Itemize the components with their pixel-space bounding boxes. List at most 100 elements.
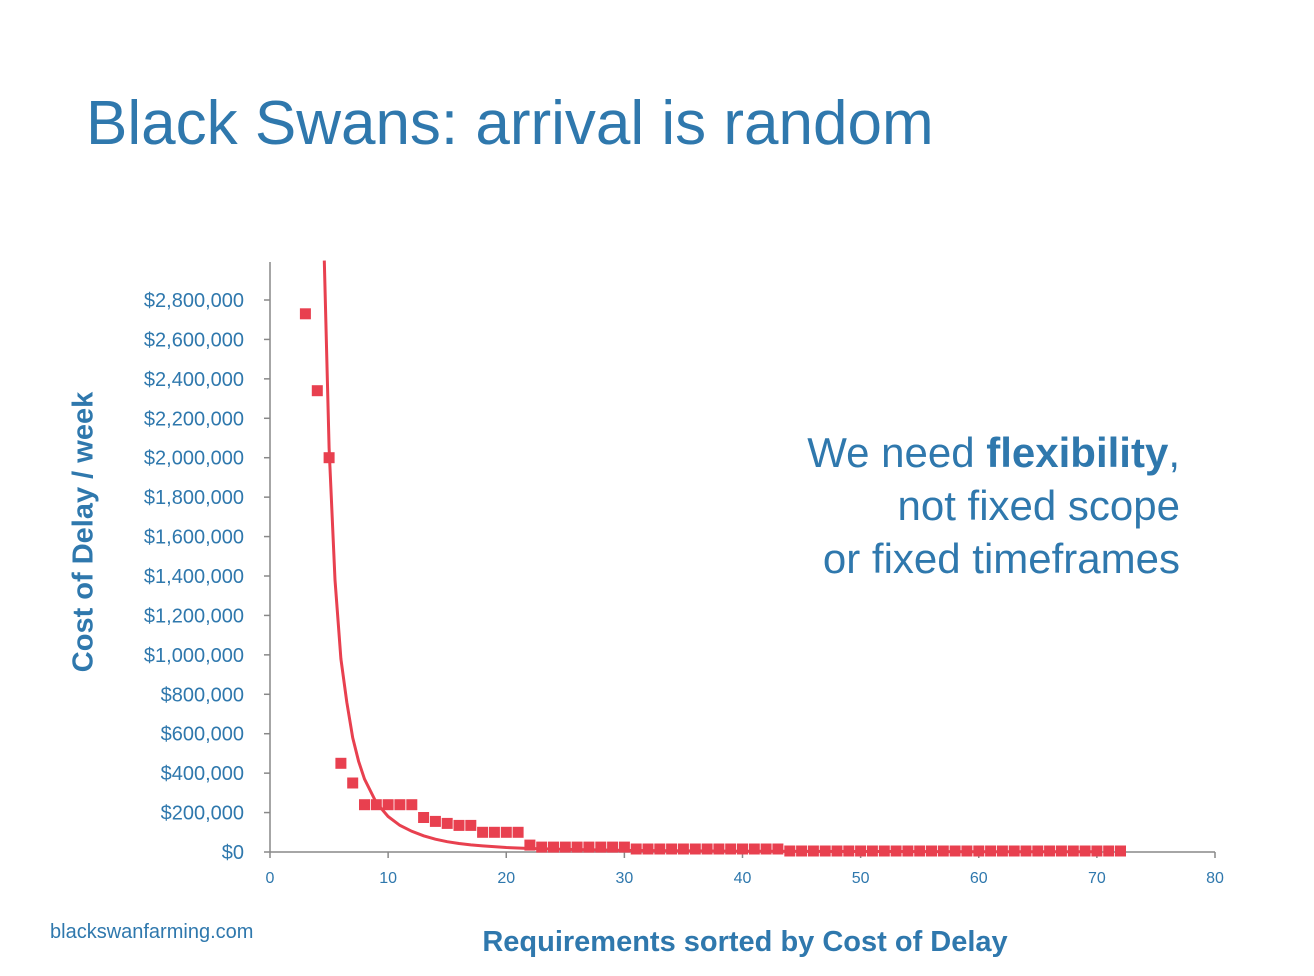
callout-line-1: We need flexibility, <box>807 426 1180 479</box>
x-axis-label: Requirements sorted by Cost of Delay <box>482 926 1008 958</box>
y-tick-label: $2,800,000 <box>144 290 244 312</box>
data-point <box>878 845 890 857</box>
y-tick-label: $2,400,000 <box>144 369 244 391</box>
x-tick-label: 0 <box>266 870 275 887</box>
data-point <box>748 843 760 855</box>
x-tick-label: 20 <box>497 870 515 887</box>
y-tick-label: $1,000,000 <box>144 645 244 667</box>
data-point <box>1032 845 1044 857</box>
data-point <box>1103 845 1115 857</box>
x-tick-label: 70 <box>1088 870 1106 887</box>
data-point <box>701 843 713 855</box>
data-point <box>937 845 949 857</box>
data-point <box>500 826 512 838</box>
data-point <box>618 841 630 853</box>
data-point <box>1044 845 1056 857</box>
data-point <box>465 819 477 831</box>
data-point <box>429 815 441 827</box>
data-point <box>1079 845 1091 857</box>
x-tick-label: 60 <box>970 870 988 887</box>
data-point <box>831 845 843 857</box>
callout-emphasis: flexibility <box>986 429 1169 476</box>
data-point <box>725 843 737 855</box>
y-tick-label: $1,400,000 <box>144 566 244 588</box>
data-point <box>890 845 902 857</box>
callout-line1-post: , <box>1168 429 1180 476</box>
data-point <box>453 819 465 831</box>
data-point <box>796 845 808 857</box>
data-point <box>843 845 855 857</box>
footer-website: blackswanfarming.com <box>50 921 254 943</box>
data-point <box>689 843 701 855</box>
data-point <box>760 843 772 855</box>
y-tick-label: $600,000 <box>161 724 244 746</box>
data-point <box>819 845 831 857</box>
data-point <box>335 757 347 769</box>
data-point <box>713 843 725 855</box>
y-tick-label: $1,800,000 <box>144 487 244 509</box>
data-point <box>1020 845 1032 857</box>
data-point <box>926 845 937 857</box>
data-point <box>406 799 418 811</box>
data-point <box>1091 845 1103 857</box>
data-point <box>548 841 559 853</box>
slide-title: Black Swans: arrival is random <box>86 89 934 158</box>
x-tick-label: 80 <box>1206 870 1224 887</box>
y-tick-label: $800,000 <box>161 684 244 706</box>
data-point <box>394 799 406 811</box>
x-tick-label: 50 <box>852 870 870 887</box>
y-tick-label: $200,000 <box>161 803 244 825</box>
data-point <box>866 845 878 857</box>
data-point <box>524 839 536 851</box>
callout-line-2: not fixed scope <box>897 482 1180 529</box>
data-point <box>323 452 335 464</box>
data-point <box>772 843 784 855</box>
y-tick-label: $1,600,000 <box>144 527 244 549</box>
data-point <box>996 845 1008 857</box>
data-point <box>359 799 370 811</box>
data-point <box>382 799 394 811</box>
data-point <box>949 845 961 857</box>
data-point <box>1008 845 1020 857</box>
callout-line1-pre: We need <box>807 429 987 476</box>
data-point <box>642 843 654 855</box>
y-tick-label: $1,200,000 <box>144 605 244 627</box>
data-point <box>299 308 311 320</box>
data-point <box>666 843 678 855</box>
y-tick-labels: $0 $200,000 $400,000 $600,000 $800,000 $1,000… <box>144 290 244 864</box>
y-axis-label: Cost of Delay / week <box>67 391 100 673</box>
y-tick-label: $400,000 <box>161 763 244 785</box>
data-point <box>595 841 607 853</box>
data-point <box>1067 845 1079 857</box>
data-point <box>737 843 748 855</box>
data-point <box>536 841 548 853</box>
data-point <box>512 826 524 838</box>
data-point <box>630 843 642 855</box>
data-point <box>571 841 583 853</box>
data-point <box>855 845 867 857</box>
data-point <box>985 845 997 857</box>
y-tick-label: $2,600,000 <box>144 329 244 351</box>
data-point <box>961 845 973 857</box>
data-point <box>973 845 985 857</box>
data-point <box>807 845 819 857</box>
data-point <box>370 799 382 811</box>
callout-line-3: or fixed timeframes <box>822 535 1180 582</box>
data-points <box>299 308 1126 857</box>
data-point <box>559 841 571 853</box>
y-tick-label: $2,200,000 <box>144 408 244 430</box>
y-tick-label: $0 <box>222 842 244 864</box>
data-point <box>418 812 430 823</box>
data-point <box>914 845 926 857</box>
data-point <box>347 777 359 789</box>
x-tick-label: 30 <box>615 870 633 887</box>
x-tick-label: 40 <box>734 870 752 887</box>
y-tick-label: $2,000,000 <box>144 448 244 470</box>
data-point <box>1055 845 1067 857</box>
data-point <box>488 826 500 838</box>
data-point <box>677 843 689 855</box>
x-tick-labels: 0 10 20 30 40 50 60 70 80 <box>266 870 1224 887</box>
data-point <box>654 843 666 855</box>
data-point <box>583 841 595 853</box>
